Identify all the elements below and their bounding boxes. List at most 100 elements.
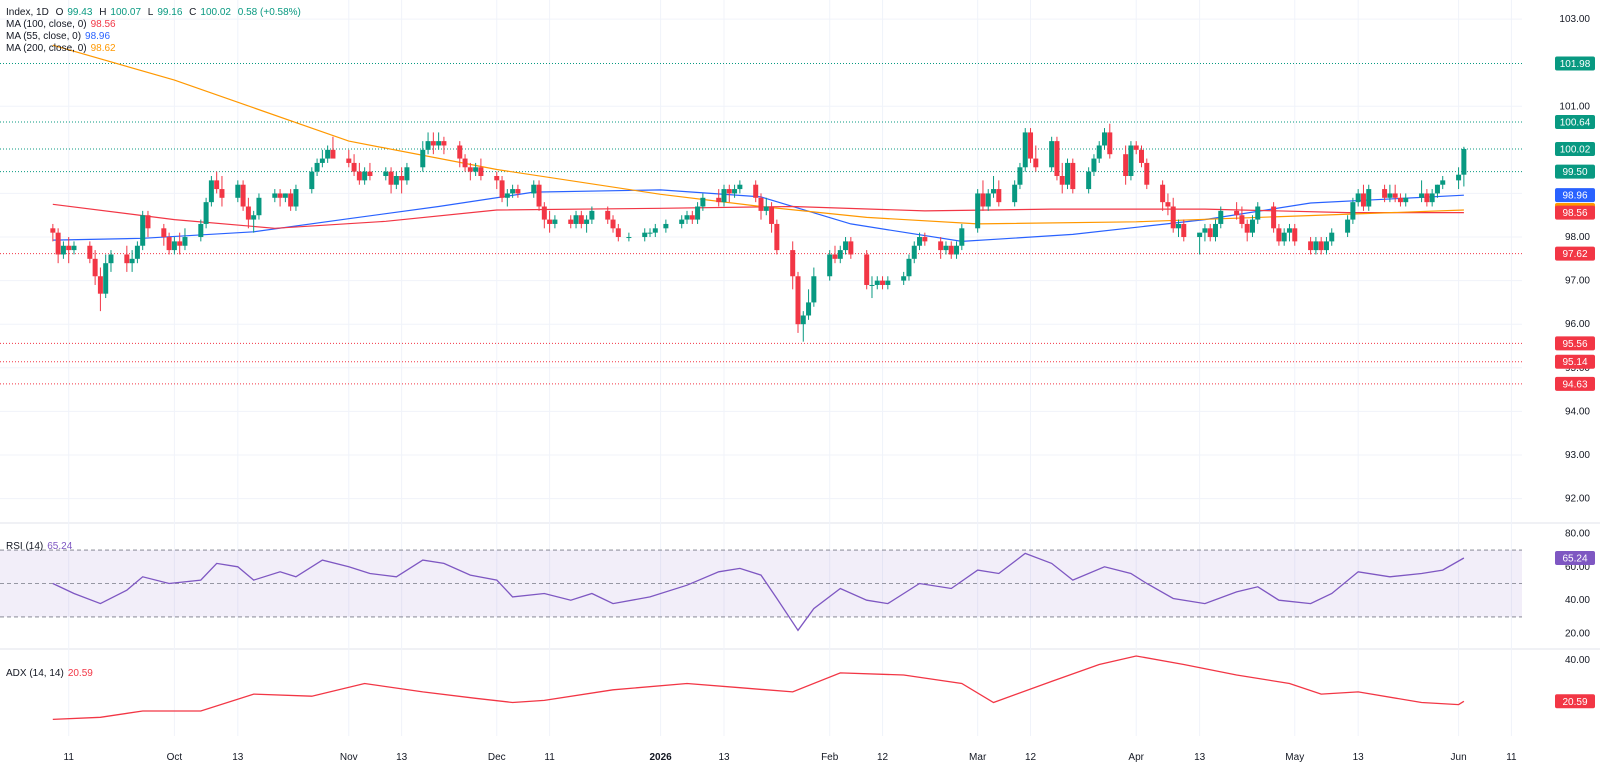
- candle-body: [1197, 232, 1203, 238]
- candle-body: [732, 189, 738, 194]
- candle-body: [1133, 145, 1139, 150]
- open-label: O: [55, 7, 64, 18]
- rsi-value: 65.24: [47, 541, 73, 552]
- x-tick-label: 13: [396, 752, 408, 763]
- candle-body: [1107, 132, 1113, 155]
- price-tag-label: 95.14: [1562, 357, 1587, 368]
- candle-body: [235, 184, 241, 198]
- candle-body: [911, 245, 917, 259]
- x-tick-label: 13: [1194, 752, 1206, 763]
- x-tick-label: 12: [1025, 752, 1037, 763]
- candle-body: [615, 228, 621, 238]
- candle-body: [938, 241, 944, 251]
- candle-body: [388, 171, 394, 185]
- candle-body: [362, 171, 368, 181]
- x-tick-label: 11: [544, 752, 555, 763]
- price-tag-label: 100.64: [1560, 117, 1591, 128]
- candle-body: [769, 206, 775, 224]
- candle-body: [55, 232, 61, 255]
- candle-body: [124, 254, 130, 264]
- candle-body: [774, 223, 780, 251]
- ma100-label: MA (100, close, 0): [6, 19, 87, 30]
- x-tick-label: Mar: [969, 752, 987, 763]
- candle-body: [1244, 223, 1250, 233]
- price-tag: [1555, 246, 1595, 261]
- candle-body: [1286, 228, 1292, 233]
- candle-body: [663, 223, 669, 229]
- ma-line-55: [52, 189, 1464, 243]
- adx-line: [52, 655, 1465, 721]
- rsi-tick-label: 60.00: [1565, 562, 1590, 573]
- price-tag: [1555, 141, 1595, 156]
- high-label: H: [99, 7, 107, 18]
- candle-body: [880, 280, 886, 285]
- candle-body: [1059, 176, 1065, 185]
- x-tick-label: 2026: [649, 752, 672, 763]
- candle-body: [499, 180, 505, 198]
- rsi-tick-label: 40.00: [1565, 595, 1590, 606]
- candle-body: [1456, 174, 1462, 181]
- candle-body: [1218, 210, 1224, 224]
- price-tag-label: 99.50: [1562, 167, 1587, 178]
- low-label: L: [147, 7, 154, 18]
- ma200-value: 98.62: [90, 43, 116, 54]
- candle-body: [869, 284, 875, 286]
- candle-body: [314, 162, 320, 172]
- candle-body: [1054, 141, 1060, 176]
- candle-body: [208, 180, 214, 203]
- adx-value-tag-label: 20.59: [1562, 697, 1587, 708]
- x-tick-label: Dec: [488, 752, 506, 763]
- candle-body: [1255, 206, 1261, 220]
- candle-body: [1139, 149, 1144, 163]
- candle-body: [1065, 162, 1071, 185]
- change-value: 0.58 (+0.58%): [237, 7, 301, 18]
- candle-body: [758, 197, 764, 211]
- candle-body: [510, 189, 516, 194]
- candle-body: [980, 193, 986, 207]
- candle-body: [800, 315, 806, 325]
- legend-symbol: Index, 1D: [6, 7, 49, 18]
- candle-body: [441, 141, 447, 146]
- candle-body: [1424, 193, 1430, 203]
- candle-body: [811, 276, 817, 303]
- candle-body: [642, 232, 648, 238]
- candle-body: [996, 189, 1002, 203]
- candle-body: [457, 145, 463, 159]
- candle-body: [874, 280, 880, 285]
- y-tick-label: 103.00: [1559, 14, 1590, 25]
- candle-body: [293, 189, 299, 207]
- candle-body: [1360, 193, 1366, 207]
- candle-body: [515, 189, 521, 194]
- candle-body: [404, 167, 410, 181]
- candle-body: [1181, 223, 1187, 238]
- candle-body: [954, 245, 960, 255]
- rsi-tick-label: 80.00: [1565, 528, 1590, 539]
- candle-body: [1123, 154, 1129, 176]
- candle-body: [1144, 162, 1150, 185]
- candle-body: [721, 189, 727, 203]
- candle-body: [60, 245, 66, 255]
- price-tag-label: 98.96: [1562, 191, 1587, 202]
- price-tag-label: 98.56: [1562, 208, 1587, 219]
- x-tick-label: 13: [718, 752, 730, 763]
- candle-body: [1070, 162, 1076, 190]
- y-tick-label: 101.00: [1559, 101, 1590, 112]
- candle-body: [367, 171, 373, 176]
- price-tag: [1555, 376, 1595, 391]
- candle-body: [695, 206, 701, 220]
- adx-legend: ADX (14, 14) 20.59: [6, 668, 97, 680]
- candle-body: [832, 254, 838, 259]
- candle-body: [430, 141, 436, 146]
- price-tag-label: 94.63: [1562, 379, 1587, 390]
- price-tag: [1555, 56, 1595, 71]
- candle-body: [129, 258, 135, 264]
- x-tick-label: 13: [232, 752, 244, 763]
- price-tag-label: 97.62: [1562, 249, 1587, 260]
- candle-body: [108, 254, 114, 264]
- candle-body: [1202, 228, 1208, 233]
- candle-body: [737, 184, 743, 190]
- candle-body: [462, 158, 468, 168]
- candle-body: [473, 167, 479, 172]
- candle-body: [478, 167, 484, 176]
